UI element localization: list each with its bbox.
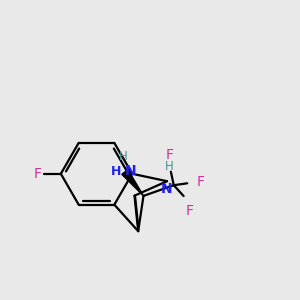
Text: F: F (165, 148, 173, 162)
Text: F: F (34, 167, 42, 181)
Text: H: H (165, 160, 173, 173)
Text: N: N (124, 164, 136, 178)
Polygon shape (122, 169, 143, 196)
Text: H: H (111, 165, 121, 178)
Text: N: N (161, 182, 173, 196)
Text: F: F (186, 204, 194, 218)
Text: F: F (197, 175, 205, 189)
Text: H: H (119, 150, 128, 163)
